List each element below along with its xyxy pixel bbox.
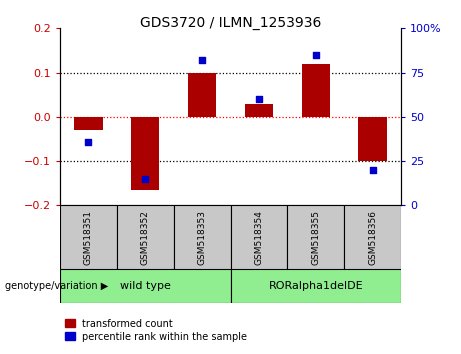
Point <box>369 167 376 173</box>
Text: RORalpha1delDE: RORalpha1delDE <box>268 281 363 291</box>
Bar <box>230 205 287 269</box>
Point <box>255 96 263 102</box>
Bar <box>245 104 273 117</box>
Text: GSM518351: GSM518351 <box>84 210 93 265</box>
Bar <box>60 269 230 303</box>
Text: GSM518355: GSM518355 <box>311 210 320 265</box>
Text: GSM518354: GSM518354 <box>254 210 263 265</box>
Text: wild type: wild type <box>120 281 171 291</box>
Bar <box>287 205 344 269</box>
Bar <box>117 205 174 269</box>
Point <box>198 57 206 63</box>
Text: GSM518356: GSM518356 <box>368 210 377 265</box>
Bar <box>60 205 117 269</box>
Bar <box>188 74 216 117</box>
Bar <box>174 205 230 269</box>
Text: GSM518353: GSM518353 <box>198 210 207 265</box>
Point <box>85 139 92 144</box>
Bar <box>230 269 401 303</box>
Bar <box>131 117 160 190</box>
Bar <box>301 64 330 117</box>
Bar <box>344 205 401 269</box>
Point <box>312 52 319 58</box>
Point <box>142 176 149 182</box>
Legend: transformed count, percentile rank within the sample: transformed count, percentile rank withi… <box>65 319 247 342</box>
Text: GDS3720 / ILMN_1253936: GDS3720 / ILMN_1253936 <box>140 16 321 30</box>
Text: genotype/variation ▶: genotype/variation ▶ <box>5 281 108 291</box>
Bar <box>74 117 102 130</box>
Bar <box>358 117 387 161</box>
Text: GSM518352: GSM518352 <box>141 210 150 265</box>
